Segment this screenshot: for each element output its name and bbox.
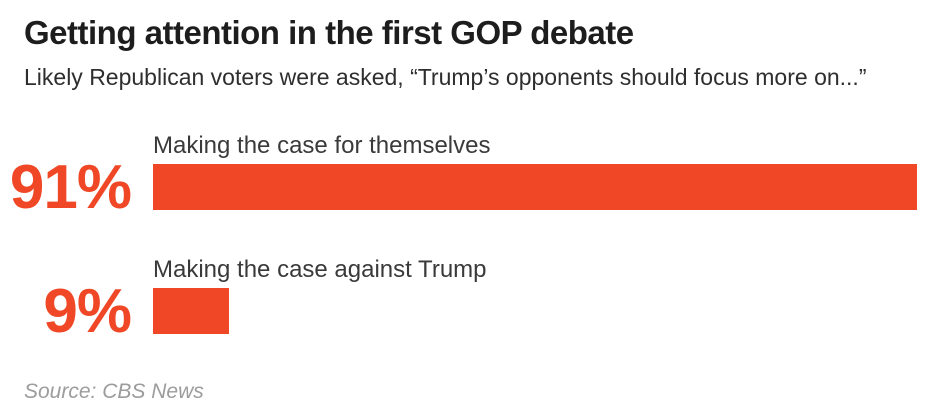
- bar-label-against-trump: Making the case against Trump: [153, 256, 487, 283]
- page-title: Getting attention in the first GOP debat…: [24, 14, 634, 51]
- chart-subtitle: Likely Republican voters were asked, “Tr…: [24, 64, 867, 90]
- bar-for-themselves: [153, 164, 917, 210]
- bar-label-for-themselves: Making the case for themselves: [153, 132, 491, 159]
- value-label-against-trump: 9%: [43, 277, 132, 346]
- bar-against-trump: [153, 288, 229, 334]
- value-label-for-themselves: 91%: [9, 153, 132, 222]
- source-note: Source: CBS News: [24, 380, 204, 403]
